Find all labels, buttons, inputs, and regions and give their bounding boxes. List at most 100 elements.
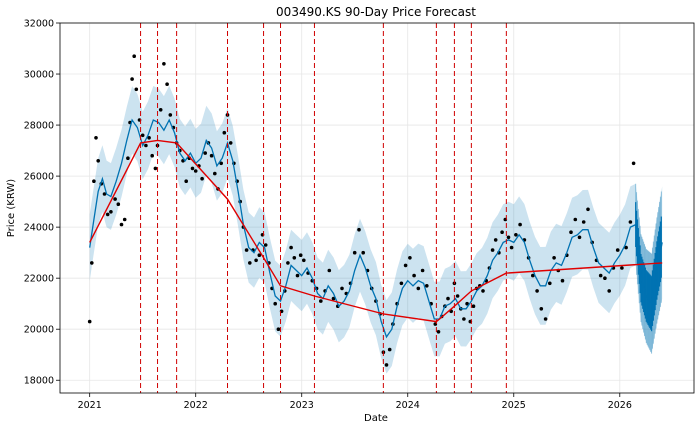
y-tick-label: 26000 xyxy=(24,172,54,183)
uncertainty-band xyxy=(89,85,663,374)
observed-point xyxy=(331,296,336,301)
x-tick-label: 2021 xyxy=(78,400,102,411)
y-tick-label: 22000 xyxy=(24,274,54,285)
observed-point xyxy=(147,136,151,140)
observed-point xyxy=(436,330,441,334)
observed-point xyxy=(190,166,195,171)
x-tick-label: 2024 xyxy=(396,400,420,411)
observed-point xyxy=(130,77,134,81)
observed-point xyxy=(462,317,466,321)
y-tick-label: 32000 xyxy=(24,19,54,30)
observed-point xyxy=(289,245,293,250)
y-tick-label: 20000 xyxy=(24,325,54,336)
observed-point xyxy=(425,284,429,288)
observed-point xyxy=(144,143,148,148)
observed-point xyxy=(116,202,121,206)
observed-point xyxy=(292,255,297,260)
observed-point xyxy=(352,250,357,255)
observed-point xyxy=(200,176,204,181)
observed-point xyxy=(263,243,268,247)
x-tick-label: 2025 xyxy=(502,400,526,411)
observed-point xyxy=(573,217,578,222)
y-tick-label: 18000 xyxy=(24,376,54,387)
observed-point xyxy=(276,327,281,332)
observed-point xyxy=(134,87,139,92)
observed-point xyxy=(122,217,127,222)
observed-point xyxy=(628,220,633,224)
observed-point xyxy=(273,301,278,306)
observed-point xyxy=(286,261,290,265)
observed-point xyxy=(109,210,113,214)
observed-point xyxy=(302,258,306,263)
observed-point xyxy=(92,179,96,183)
observed-point xyxy=(340,286,344,291)
observed-point xyxy=(481,289,485,293)
x-axis-ticks: 2021 2022 2023 2024 2025 2026 xyxy=(78,393,632,411)
y-tick-label: 24000 xyxy=(24,223,54,234)
observed-point xyxy=(615,248,620,252)
observed-point xyxy=(560,278,565,283)
observed-point xyxy=(193,169,198,173)
observed-point xyxy=(624,245,628,250)
observed-point xyxy=(105,212,110,217)
x-tick-label: 2023 xyxy=(290,400,314,411)
observed-point xyxy=(219,161,223,166)
observed-point xyxy=(254,258,258,263)
observed-point xyxy=(126,156,130,160)
observed-point xyxy=(319,299,323,303)
observed-point xyxy=(203,151,207,155)
observed-point xyxy=(209,153,214,158)
observed-point xyxy=(96,159,100,163)
observed-point xyxy=(228,141,233,145)
observed-point xyxy=(248,261,252,265)
observed-point xyxy=(577,235,582,240)
observed-point xyxy=(416,286,421,291)
observed-point xyxy=(420,268,425,273)
observed-point xyxy=(140,133,145,138)
observed-point xyxy=(113,197,117,201)
observed-point xyxy=(471,304,476,309)
observed-point xyxy=(94,136,98,140)
observed-point xyxy=(132,54,136,58)
y-tick-label: 28000 xyxy=(24,121,54,132)
observed-point xyxy=(455,294,460,298)
observed-point xyxy=(490,248,495,252)
y-tick-label: 30000 xyxy=(24,70,54,81)
forecast-line xyxy=(89,118,663,339)
observed-point xyxy=(298,253,303,257)
observed-point xyxy=(150,153,154,158)
observed-point xyxy=(90,261,94,265)
observed-point xyxy=(213,171,217,176)
chart-title: 003490.KS 90-Day Price Forecast xyxy=(276,5,476,19)
observed-point xyxy=(158,108,163,112)
observed-point xyxy=(361,250,366,255)
observed-point xyxy=(631,161,636,166)
observed-point xyxy=(620,266,624,270)
observed-point xyxy=(493,238,498,242)
forecast-line-group xyxy=(89,118,663,339)
trend-line xyxy=(89,139,663,323)
observed-point xyxy=(569,230,573,234)
observed-point xyxy=(598,273,603,278)
observed-point xyxy=(465,301,469,306)
observed-point xyxy=(222,130,227,135)
observed-point xyxy=(257,253,262,257)
observed-point xyxy=(327,268,332,273)
observed-point xyxy=(543,317,548,321)
observed-point xyxy=(168,113,173,117)
observed-point xyxy=(518,222,522,227)
observed-point xyxy=(539,307,544,311)
observed-point xyxy=(153,166,158,171)
observed-point xyxy=(87,319,92,324)
observed-point xyxy=(162,62,166,66)
plot-frame xyxy=(59,22,695,394)
x-tick-label: 2026 xyxy=(608,400,632,411)
observed-point xyxy=(244,248,249,252)
observed-point xyxy=(603,276,607,281)
observed-point xyxy=(357,227,361,232)
observed-point xyxy=(384,363,389,367)
observed-point xyxy=(535,289,539,293)
observed-point xyxy=(295,273,300,278)
